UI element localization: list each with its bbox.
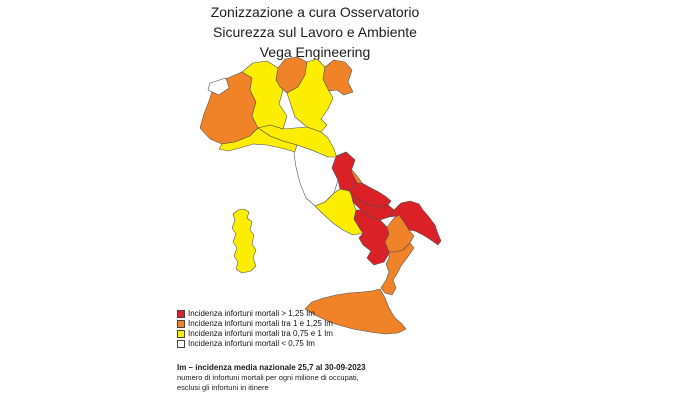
legend-swatch-yellow bbox=[177, 330, 185, 338]
footnote: Im – incidenza media nazionale 25,7 al 3… bbox=[177, 363, 366, 393]
legend-item-yellow: Incidenza infortuni mortali tra 0,75 e 1… bbox=[177, 329, 333, 339]
legend-item-white: Incidenza infortuni mortali < 0,75 Im bbox=[177, 339, 333, 349]
footnote-line-1: Im – incidenza media nazionale 25,7 al 3… bbox=[177, 363, 366, 372]
italy-choropleth-map bbox=[199, 56, 442, 335]
title-line-3: Vega Engineering bbox=[259, 44, 371, 60]
legend-swatch-orange bbox=[177, 320, 185, 328]
title-line-1: Zonizzazione a cura Osservatorio bbox=[210, 4, 420, 20]
legend-swatch-red bbox=[177, 310, 185, 318]
legend-label-white: Incidenza infortuni mortali < 0,75 Im bbox=[188, 339, 315, 348]
legend-label-red: Incidenza infortuni mortali > 1,25 Im bbox=[188, 309, 315, 318]
region-piemonte bbox=[199, 71, 259, 145]
region-calabria bbox=[380, 242, 415, 296]
footnote-line-2: numero di infortuni mortali per ogni mil… bbox=[177, 373, 359, 382]
legend-swatch-white bbox=[177, 340, 185, 348]
legend: Incidenza infortuni mortali > 1,25 Im In… bbox=[177, 309, 333, 349]
title: Zonizzazione a cura Osservatorio Sicurez… bbox=[150, 2, 480, 62]
footnote-line-3: esclusi gli infortuni in itinere bbox=[177, 383, 269, 392]
region-campania bbox=[353, 209, 391, 266]
legend-item-red: Incidenza infortuni mortali > 1,25 Im bbox=[177, 309, 333, 319]
region-valle-daosta bbox=[207, 77, 230, 96]
legend-label-orange: Incidenza infortuni mortali tra 1 e 1,25… bbox=[188, 319, 333, 328]
legend-label-yellow: Incidenza infortuni mortali tra 0,75 e 1… bbox=[188, 329, 333, 338]
region-lombardia bbox=[241, 60, 288, 130]
legend-item-orange: Incidenza infortuni mortali tra 1 e 1,25… bbox=[177, 319, 333, 329]
region-friuli-venezia-giulia bbox=[322, 59, 354, 96]
region-sicilia bbox=[304, 288, 407, 335]
title-line-2: Sicurezza sul Lavoro e Ambiente bbox=[213, 24, 417, 40]
region-sardegna bbox=[231, 208, 257, 274]
